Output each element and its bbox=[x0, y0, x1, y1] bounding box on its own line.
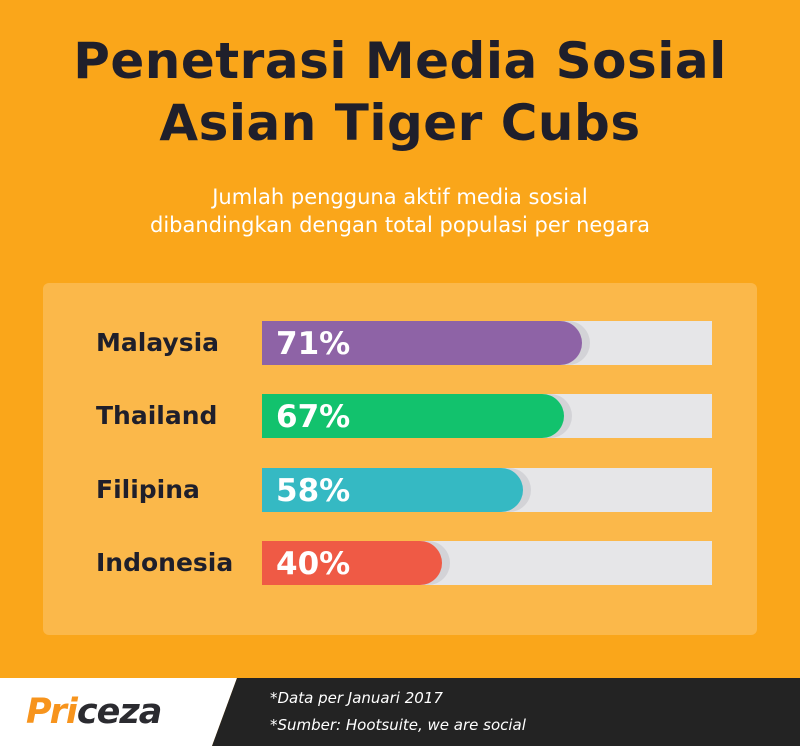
logo-text-part2: ceza bbox=[76, 692, 162, 732]
value-label: 40% bbox=[276, 546, 351, 582]
note-source: *Sumber: Hootsuite, we are social bbox=[270, 716, 526, 734]
bar-track: 58% bbox=[262, 468, 712, 512]
bar-row: Indonesia 40% bbox=[43, 541, 757, 585]
bar-thailand bbox=[262, 394, 564, 438]
bar-row: Thailand 67% bbox=[43, 394, 757, 438]
value-label: 71% bbox=[276, 326, 351, 362]
title-line-2: Asian Tiger Cubs bbox=[159, 94, 641, 152]
bar-indonesia bbox=[262, 541, 442, 585]
bar-track: 40% bbox=[262, 541, 712, 585]
category-label: Indonesia bbox=[96, 548, 234, 577]
logo-text-part1: Pri bbox=[26, 692, 78, 732]
value-label: 67% bbox=[276, 399, 351, 435]
bar-row: Malaysia 71% bbox=[43, 321, 757, 365]
value-label: 58% bbox=[276, 473, 351, 509]
priceza-logo: Priceza bbox=[26, 686, 162, 738]
note-date: *Data per Januari 2017 bbox=[270, 689, 443, 707]
bar-row: Filipina 58% bbox=[43, 468, 757, 512]
bar-track: 71% bbox=[262, 321, 712, 365]
category-label: Filipina bbox=[96, 475, 200, 504]
subtitle: Jumlah pengguna aktif media sosial diban… bbox=[0, 183, 800, 239]
footer-notes-area bbox=[212, 678, 800, 746]
title-line-1: Penetrasi Media Sosial bbox=[73, 32, 727, 90]
bar-chart-panel: Malaysia 71% Thailand 67% Filipina 58% Indones… bbox=[43, 283, 757, 635]
bar-track: 67% bbox=[262, 394, 712, 438]
page-title: Penetrasi Media Sosial Asian Tiger Cubs bbox=[0, 30, 800, 154]
bar-filipina bbox=[262, 468, 523, 512]
subtitle-line-1: Jumlah pengguna aktif media sosial bbox=[212, 185, 588, 209]
category-label: Thailand bbox=[96, 401, 218, 430]
bar-malaysia bbox=[262, 321, 582, 365]
footer: Priceza *Data per Januari 2017 *Sumber: … bbox=[0, 678, 800, 746]
subtitle-line-2: dibandingkan dengan total populasi per n… bbox=[149, 213, 651, 237]
category-label: Malaysia bbox=[96, 328, 220, 357]
logo-area: Priceza bbox=[0, 678, 237, 746]
